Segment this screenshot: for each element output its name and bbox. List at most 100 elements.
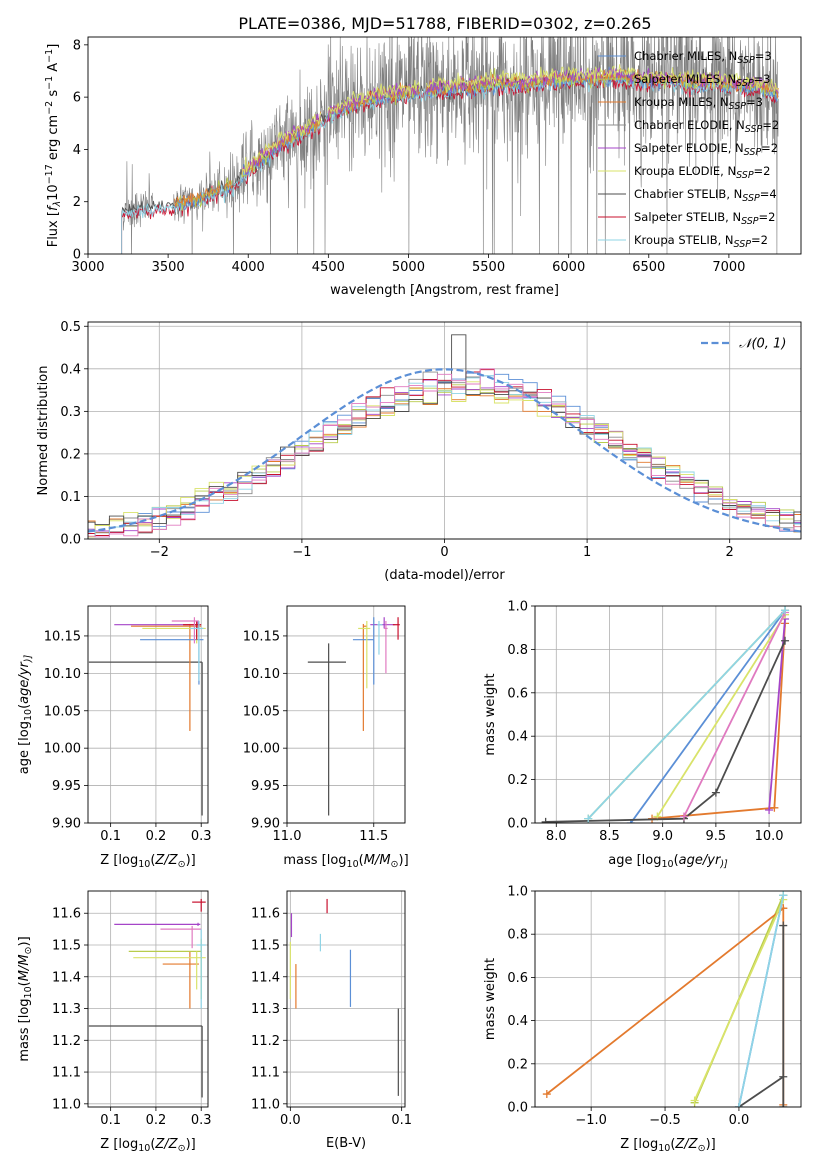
mass_vs_Z-ylabel: mass [log10(M/M⊙)]	[17, 936, 34, 1061]
y-tick-label: 0.2	[60, 447, 81, 462]
y-tick-label: 0	[73, 248, 81, 263]
mass_weight_vs_Z-axes: −1.0 −0.5 0.0 0.0 0.2 0.4 0.6 0.8 1.0	[507, 885, 801, 1128]
y-tick-label: 11.2	[52, 1034, 81, 1049]
y-tick-label: 0.4	[60, 362, 81, 377]
figure-title: PLATE=0386, MJD=51788, FIBERID=0302, z=0…	[238, 14, 651, 33]
axes-frame	[534, 890, 802, 1108]
x-tick-label: −2	[150, 545, 169, 560]
x-tick-label: 8.5	[599, 829, 620, 844]
mass-weight-marker	[781, 636, 790, 645]
error-bar-kroupa_stelib	[377, 620, 383, 655]
y-tick-label: 0.5	[60, 320, 81, 335]
x-tick-label: 4500	[312, 260, 345, 275]
mass-weight-marker	[542, 1090, 551, 1099]
y-tick-label: 10.10	[44, 667, 81, 682]
mass-weight-marker	[690, 1096, 699, 1105]
y-tick-label: 11.4	[52, 970, 81, 985]
error-bar-kroupa_stelib	[196, 929, 206, 1009]
x-tick-label: −1.0	[575, 1113, 607, 1128]
y-tick-label: 0.8	[507, 643, 528, 658]
y-tick-label: 0.6	[507, 971, 528, 986]
y-tick-label: 11.1	[251, 1066, 280, 1081]
mass-weight-marker	[584, 814, 593, 823]
mass_weight_vs_age-xlabel: age [log10(age/yr)]	[608, 853, 728, 870]
y-tick-label: 10.00	[44, 742, 81, 757]
legend-entry: Kroupa MILES, NSSP=3	[634, 95, 763, 112]
legend-entry: Salpeter ELODIE, NSSP=2	[634, 141, 778, 158]
age_vs_Z-ylabel: age [log10(age/yr)]	[17, 654, 34, 774]
error-bar-chabrier_stelib	[307, 643, 346, 816]
y-tick-label: 10.15	[243, 629, 280, 644]
mass_vs_Z-axes: 0.1 0.2 0.3 11.0 11.1 11.2 11.3 11.4 11.5 11.6	[52, 891, 212, 1128]
y-tick-label: 0.0	[507, 817, 528, 832]
y-tick-label: 0.0	[60, 533, 81, 548]
model-spectrum-chabrier_miles	[174, 66, 779, 210]
x-tick-label: 3500	[152, 260, 185, 275]
y-tick-label: 0.3	[60, 405, 81, 420]
axes-frame	[286, 605, 406, 824]
x-tick-label: 0.1	[100, 1113, 121, 1128]
error-bar-salpeter_stelib	[192, 898, 206, 912]
mass_vs_ebv-axes: 0.0 0.1 11.0 11.1 11.2 11.3 11.4 11.5 11.6	[251, 891, 412, 1128]
axes-frame	[87, 321, 802, 540]
age_vs_Z-axes: 0.1 0.2 0.3 9.90 9.95 10.00 10.05 10.10 10.15	[44, 606, 212, 844]
mass-weight-series-kroupa_stelib	[584, 606, 790, 823]
error-bar-pink	[171, 617, 199, 644]
y-tick-label: 6	[73, 91, 81, 106]
legend-entry: Chabrier ELODIE, NSSP=2	[634, 118, 779, 135]
x-tick-label: 0.1	[391, 1113, 412, 1128]
axes-frame	[534, 605, 802, 824]
y-tick-label: 10.15	[44, 629, 81, 644]
y-tick-label: 10.00	[243, 742, 280, 757]
mass-weight-marker	[770, 803, 779, 812]
x-tick-label: 11.0	[273, 829, 302, 844]
mass_vs_ebv-xlabel: E(B-V)	[326, 1136, 366, 1151]
x-tick-label: 0.1	[100, 829, 121, 844]
residuals-ylabel: Normed distribution	[36, 366, 51, 496]
spectrum-legend: Chabrier MILES, NSSP=3 Salpeter MILES, NS…	[598, 49, 779, 250]
y-tick-label: 2	[73, 195, 81, 210]
legend-entry: Kroupa ELODIE, NSSP=2	[634, 164, 771, 181]
residuals-xlabel: (data-model)/error	[384, 568, 505, 583]
error-bar-pink	[160, 925, 202, 949]
spectrum-ylabel: Flux [fλ10−17 erg cm−2 s−1 A−1]	[44, 44, 63, 248]
y-tick-label: 9.95	[52, 779, 81, 794]
mass-weight-marker	[781, 606, 790, 615]
x-tick-label: 6500	[632, 260, 665, 275]
legend-entry: Salpeter MILES, NSSP=3	[634, 72, 771, 89]
x-tick-label: 9.5	[706, 829, 727, 844]
mass-weight-marker	[734, 1103, 743, 1107]
y-tick-label: 9.95	[251, 779, 280, 794]
error-bar-kroupa_stelib	[189, 620, 204, 681]
error-bar-kroupa_miles	[131, 623, 202, 731]
mass-weight-marker	[779, 1103, 788, 1107]
x-tick-label: 6000	[552, 260, 585, 275]
error-bar-chabrier_stelib	[88, 1025, 203, 1098]
residuals-axes: −2 −1 0 1 2 0.0 0.1 0.2 0.3 0.4 0.5	[60, 320, 801, 560]
mass-weight-series-kroupa_stelib	[734, 891, 788, 1107]
y-tick-label: 11.0	[52, 1097, 81, 1112]
mass-weight-marker	[679, 812, 688, 821]
y-tick-label: 9.90	[52, 817, 81, 832]
y-tick-label: 0.2	[507, 773, 528, 788]
y-tick-label: 0.6	[507, 686, 528, 701]
y-tick-label: 11.6	[251, 907, 280, 922]
x-tick-label: 2	[726, 545, 734, 560]
y-tick-label: 11.2	[251, 1034, 280, 1049]
x-tick-label: 5000	[392, 260, 425, 275]
y-tick-label: 10.10	[243, 667, 280, 682]
axes-frame	[286, 890, 406, 1108]
mass-weight-series-chabrier_miles	[626, 606, 790, 823]
observed-spectrum	[121, 37, 779, 254]
y-tick-label: 11.4	[251, 970, 280, 985]
x-tick-label: 7000	[712, 260, 745, 275]
error-bar-kroupa_elodie	[358, 620, 371, 689]
age_vs_mass-xlabel: mass [log10(M/M⊙)]	[283, 853, 408, 870]
error-bar-chabrier_stelib	[88, 661, 203, 816]
x-tick-label: 4000	[232, 260, 265, 275]
y-tick-label: 0.8	[507, 928, 528, 943]
legend-entry: 𝒩(0, 1)	[739, 337, 786, 352]
legend-entry: Kroupa STELIB, NSSP=2	[634, 233, 768, 250]
x-tick-label: 0.2	[146, 1113, 167, 1128]
